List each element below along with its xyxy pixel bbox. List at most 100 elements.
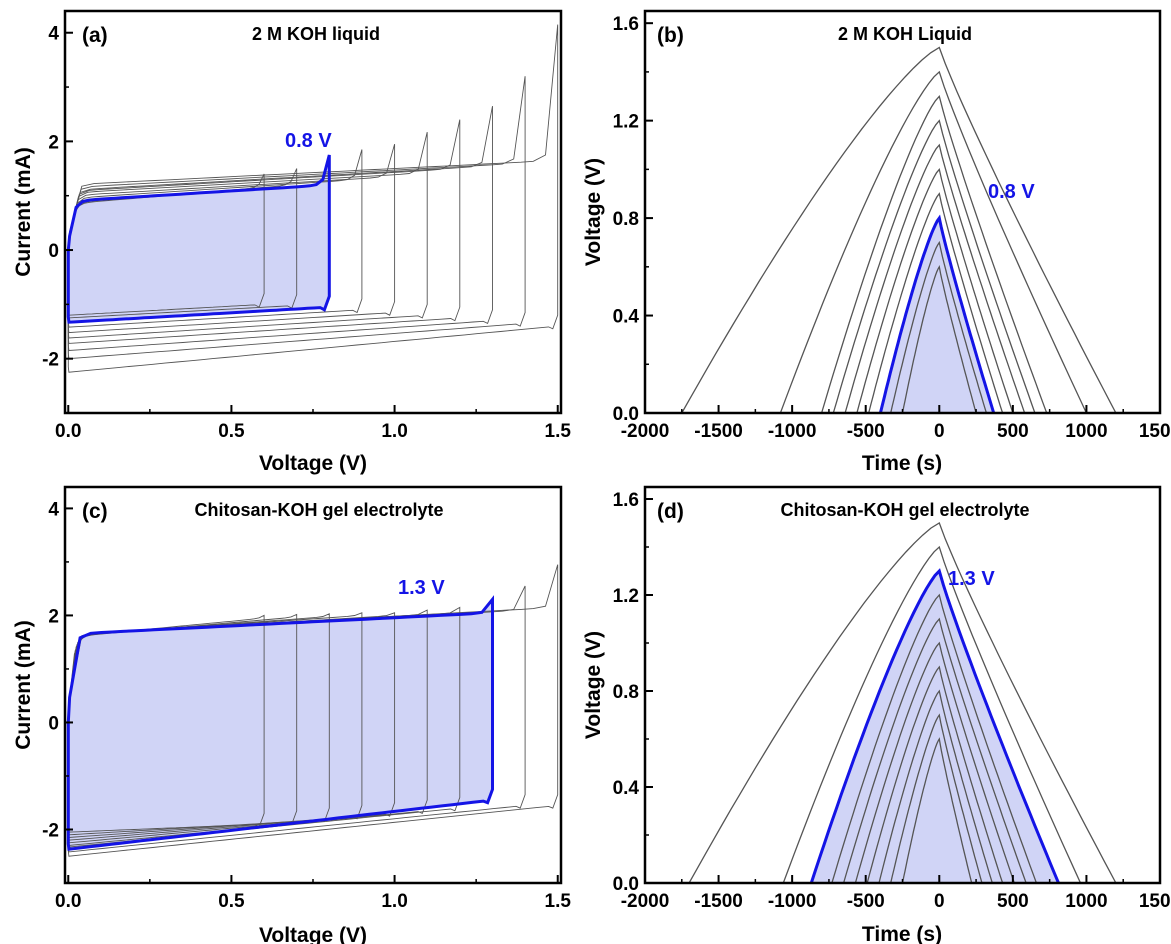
x-tick-label: 0.5 — [218, 891, 245, 912]
chart-title: Chitosan-KOH gel electrolyte — [194, 500, 443, 520]
series-line-1.0V — [854, 641, 1015, 883]
x-tick-label: 1.5 — [545, 891, 572, 912]
x-tick-label: 1.0 — [381, 891, 407, 912]
plot-area — [681, 46, 1117, 413]
y-tick-label: 0 — [48, 713, 59, 734]
y-tick-label: 0 — [48, 241, 59, 262]
y-tick-label: 0.4 — [613, 307, 640, 328]
y-tick-label: 1.6 — [613, 14, 639, 35]
y-tick-label: 0.0 — [613, 874, 639, 895]
x-tick-label: -1500 — [694, 891, 743, 912]
x-tick-label: 0 — [934, 891, 945, 912]
x-tick-label: 1.5 — [545, 421, 572, 442]
series-line-1.3V — [67, 106, 493, 351]
y-axis-label: Voltage (V) — [582, 631, 605, 739]
highlight-fill-area — [811, 571, 1059, 883]
chart-title: Chitosan-KOH gel electrolyte — [780, 500, 1029, 520]
highlight-voltage-label: 0.8 V — [285, 130, 332, 152]
chart-title: 2 M KOH Liquid — [838, 24, 972, 44]
panel-label: (c) — [82, 500, 108, 523]
x-tick-label: -1000 — [768, 891, 817, 912]
series-line-1.2V — [67, 119, 461, 344]
series-line-0.9V — [866, 665, 1004, 883]
series-line-1.4V — [67, 76, 526, 360]
series-line-1.0V — [67, 143, 396, 334]
y-tick-label: -2 — [42, 350, 59, 371]
series-line-highlight-0.8V — [66, 154, 331, 324]
series-line-0.9V — [67, 149, 363, 328]
x-tick-label: -1000 — [768, 421, 817, 442]
y-tick-label: 4 — [48, 24, 59, 45]
x-tick-label: -2000 — [621, 421, 670, 442]
x-tick-label: -500 — [847, 891, 885, 912]
highlight-fill-area — [880, 218, 994, 413]
x-axis-label: Voltage (V) — [259, 924, 367, 944]
series-line-1.2V — [831, 593, 1038, 883]
x-tick-label: -2000 — [621, 891, 670, 912]
x-axis-label: Time (s) — [862, 452, 942, 475]
x-tick-label: 1000 — [1065, 891, 1107, 912]
panel-b: -2000 -1500 -1000 -500 0 500 1000 1500 0.0 0.4 0.8… — [582, 9, 1171, 475]
series-line-0.8V — [878, 689, 993, 883]
series-line-0.7V — [890, 713, 983, 883]
plot-area — [66, 564, 559, 857]
x-tick-label: 0.0 — [55, 891, 81, 912]
panel-label: (a) — [82, 24, 108, 47]
series-line-highlight-1.3V — [809, 568, 1060, 883]
x-tick-label: -1500 — [694, 421, 743, 442]
panel-d: -2000 -1500 -1000 -500 0 500 1000 1500 0.0 0.4 0.8… — [582, 485, 1171, 944]
y-tick-label: 0.8 — [613, 682, 639, 703]
y-axis-label: Voltage (V) — [582, 158, 605, 266]
y-tick-label: 0.4 — [613, 778, 640, 799]
x-tick-label: 0.5 — [218, 421, 245, 442]
panel-label: (b) — [657, 24, 684, 47]
x-tick-label: 1500 — [1139, 891, 1171, 912]
chart-title: 2 M KOH liquid — [252, 24, 380, 44]
y-tick-label: -2 — [42, 820, 59, 841]
x-tick-label: 1.0 — [381, 421, 407, 442]
x-tick-label: -500 — [847, 421, 885, 442]
highlight-voltage-label: 1.3 V — [948, 568, 995, 590]
series-line-1.4V — [782, 545, 1082, 883]
series-line-1.0V — [856, 167, 1014, 413]
y-axis-label: Current (mA) — [12, 620, 35, 750]
series-line-0.7V — [890, 240, 988, 413]
series-line-0.9V — [868, 192, 1004, 413]
y-tick-label: 1.2 — [613, 586, 639, 607]
panel-a: 0.0 0.5 1.0 1.5 -2 0 2 4 (a) 2 M KOH liquid 0.8 V V… — [12, 9, 572, 475]
series-line-highlight-0.8V — [878, 214, 996, 413]
y-tick-label: 2 — [48, 606, 59, 627]
highlight-fill-area — [68, 155, 330, 323]
x-tick-label: 1500 — [1139, 421, 1171, 442]
x-axis-label: Time (s) — [862, 923, 942, 944]
y-tick-label: 1.6 — [613, 490, 639, 511]
x-tick-label: 500 — [997, 421, 1029, 442]
panel-label: (d) — [657, 500, 684, 523]
series-line-1.1V — [67, 131, 428, 339]
highlight-voltage-label: 1.3 V — [398, 577, 445, 599]
y-axis-label: Current (mA) — [12, 147, 35, 277]
plot-area — [688, 522, 1117, 883]
highlight-fill-area — [68, 599, 493, 850]
series-line-1.5V — [688, 522, 1117, 883]
y-tick-label: 4 — [48, 499, 59, 520]
panel-c: 0.0 0.5 1.0 1.5 -2 0 2 4 (c) Chitosan-KOH gel ele… — [12, 485, 572, 944]
x-tick-label: 0 — [934, 421, 945, 442]
y-tick-label: 0.8 — [613, 209, 639, 230]
x-tick-label: 0.0 — [55, 421, 81, 442]
x-axis-label: Voltage (V) — [259, 452, 367, 475]
series-line-highlight-1.3V — [66, 595, 494, 851]
series-line-1.1V — [842, 617, 1027, 883]
highlight-voltage-label: 0.8 V — [988, 181, 1035, 203]
series-line-1.3V — [820, 94, 1048, 413]
series-line-1.1V — [844, 143, 1026, 413]
series-line-1.5V — [681, 46, 1117, 413]
y-tick-label: 0.0 — [613, 404, 639, 425]
series-line-1.2V — [832, 119, 1036, 413]
series-line-1.5V — [67, 24, 559, 373]
x-tick-label: 500 — [997, 891, 1029, 912]
plot-area — [66, 24, 559, 373]
y-tick-label: 2 — [48, 132, 59, 153]
series-line-0.6V — [901, 737, 973, 883]
